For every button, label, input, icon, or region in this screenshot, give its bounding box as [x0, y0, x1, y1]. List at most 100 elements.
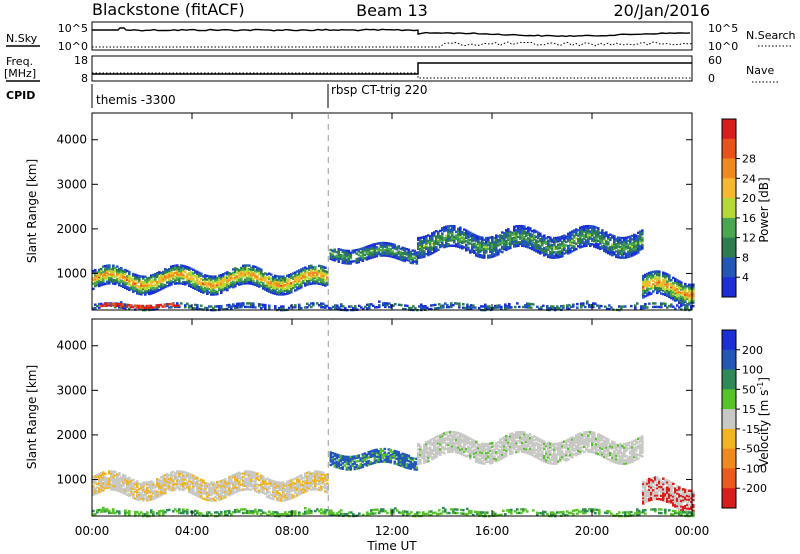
heatmap-cell: [131, 306, 135, 309]
heatmap-cell: [116, 270, 119, 274]
heatmap-cell: [355, 465, 359, 468]
heatmap-cell: [531, 242, 534, 245]
heatmap-cell: [298, 287, 301, 290]
heatmap-cell: [290, 481, 293, 484]
heatmap-cell: [678, 285, 681, 288]
heatmap-cell: [290, 282, 293, 285]
heatmap-cell: [479, 447, 482, 450]
heatmap-cell: [298, 303, 301, 306]
heatmap-cell: [216, 486, 219, 489]
heatmap-cell: [160, 479, 163, 482]
heatmap-cell: [523, 243, 526, 246]
heatmap-cell: [142, 287, 145, 291]
heatmap-cell: [405, 455, 409, 459]
heatmap-cell: [642, 292, 645, 296]
heatmap-cell: [591, 227, 594, 230]
heatmap-cell: [329, 454, 333, 458]
heatmap-cell: [242, 273, 245, 276]
heatmap-cell: [174, 280, 177, 283]
heatmap-cell: [690, 305, 693, 308]
heatmap-cell: [625, 247, 628, 250]
heatmap-cell: [147, 304, 151, 308]
heatmap-cell: [596, 304, 599, 307]
heatmap-cell: [152, 288, 155, 291]
heatmap-cell: [116, 265, 119, 268]
heatmap-cell: [329, 453, 333, 456]
heatmap-cell: [487, 444, 490, 447]
heatmap-cell: [240, 472, 243, 476]
heatmap-cell: [365, 460, 369, 463]
heatmap-cell: [282, 307, 285, 310]
heatmap-cell: [621, 252, 624, 256]
heatmap-cell: [176, 470, 179, 473]
heatmap-cell: [386, 304, 389, 307]
heatmap-cell: [419, 451, 422, 454]
heatmap-cell: [375, 246, 379, 249]
heatmap-cell: [528, 304, 531, 307]
heatmap-cell: [457, 231, 460, 234]
heatmap-cell: [242, 472, 245, 475]
heatmap-cell: [397, 257, 401, 260]
heatmap-cell: [314, 266, 317, 269]
heatmap-cell: [569, 235, 572, 238]
heatmap-cell: [446, 304, 449, 307]
heatmap-cell: [182, 472, 185, 475]
heatmap-cell: [369, 462, 373, 466]
heatmap-cell: [571, 239, 574, 242]
heatmap-cell: [278, 279, 281, 282]
heatmap-cell: [399, 459, 403, 462]
heatmap-cell: [284, 287, 287, 290]
heatmap-cell: [120, 487, 123, 490]
heatmap-cell: [345, 253, 349, 256]
heatmap-cell: [110, 486, 113, 489]
heatmap-cell: [286, 278, 289, 281]
heatmap-cell: [423, 255, 426, 258]
heatmap-cell: [176, 484, 179, 487]
heatmap-cell: [272, 489, 275, 492]
heatmap-cell: [583, 230, 586, 234]
heatmap-cell: [411, 261, 415, 265]
heatmap-cell: [246, 482, 249, 486]
heatmap-cell: [440, 304, 443, 307]
heatmap-cell: [118, 278, 121, 281]
heatmap-cell: [477, 446, 480, 450]
heatmap-cell: [477, 237, 480, 240]
heatmap-cell: [690, 296, 693, 299]
heatmap-cell: [674, 295, 677, 299]
heatmap-cell: [573, 245, 576, 248]
heatmap-cell: [96, 486, 99, 489]
heatmap-cell: [92, 307, 95, 310]
heatmap-cell: [230, 305, 233, 308]
heatmap-cell: [329, 257, 333, 261]
heatmap-cell: [680, 300, 683, 304]
heatmap-cell: [688, 294, 691, 297]
heatmap-cell: [314, 484, 317, 487]
heatmap-cell: [333, 463, 337, 466]
heatmap-cell: [365, 453, 369, 456]
heatmap-cell: [429, 442, 432, 446]
heatmap-cell: [676, 297, 679, 300]
heatmap-cell: [98, 483, 101, 486]
heatmap-cell: [389, 253, 393, 256]
heatmap-cell: [126, 481, 129, 484]
heatmap-cell: [300, 273, 303, 276]
heatmap-cell: [238, 281, 241, 285]
heatmap-cell: [164, 491, 167, 495]
heatmap-cell: [258, 285, 261, 288]
heatmap-cell: [300, 485, 303, 488]
heatmap-cell: [136, 496, 139, 499]
heatmap-cell: [216, 280, 219, 283]
heatmap-cell: [222, 489, 225, 493]
heatmap-cell: [116, 281, 119, 284]
heatmap-cell: [431, 456, 434, 459]
heatmap-cell: [178, 470, 181, 473]
heatmap-cell: [473, 242, 476, 246]
heatmap-cell: [216, 291, 219, 294]
heatmap-cell: [322, 306, 325, 309]
heatmap-cell: [658, 288, 661, 291]
heatmap-cell: [579, 240, 582, 244]
heatmap-cell: [98, 481, 101, 485]
heatmap-cell: [367, 456, 371, 459]
heatmap-cell: [234, 281, 237, 284]
heatmap-cell: [551, 245, 554, 249]
